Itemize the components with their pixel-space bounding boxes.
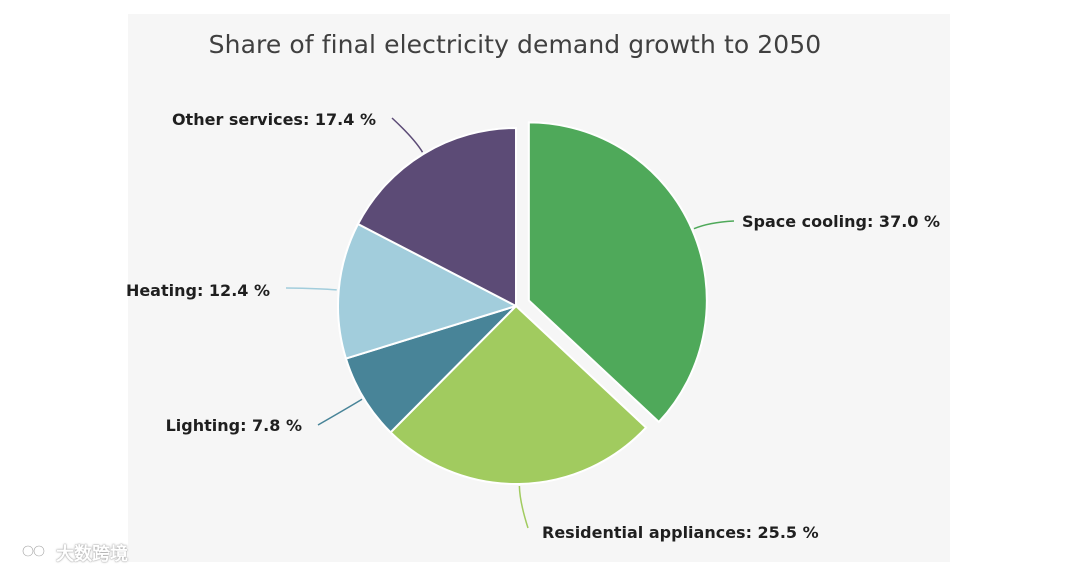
watermark: 大数跨境 [10, 540, 128, 566]
leader-line-lighting [317, 398, 363, 426]
pie-slice-residential-appliances [389, 304, 648, 485]
slice-label-heating: Heating: 12.4 % [126, 281, 270, 300]
pie-slice-other-services [356, 126, 517, 308]
pie-slice-space-cooling [527, 121, 708, 424]
chart-title: Share of final electricity demand growth… [208, 30, 822, 59]
leader-line-other-services [391, 117, 424, 153]
leader-line-space-cooling [693, 220, 735, 230]
slice-label-lighting: Lighting: 7.8 % [166, 416, 302, 435]
leader-line-residential-appliances [518, 485, 529, 529]
watermark-text: 大数跨境 [56, 544, 128, 565]
slice-label-space-cooling: Space cooling: 37.0 % [742, 212, 940, 231]
pie-slice-heating [337, 222, 519, 360]
slice-label-residential-appliances: Residential appliances: 25.5 % [542, 523, 819, 542]
slice-label-other-services: Other services: 17.4 % [172, 110, 376, 129]
leader-line-heating [285, 287, 337, 291]
watermark-logo-icon [11, 545, 45, 562]
